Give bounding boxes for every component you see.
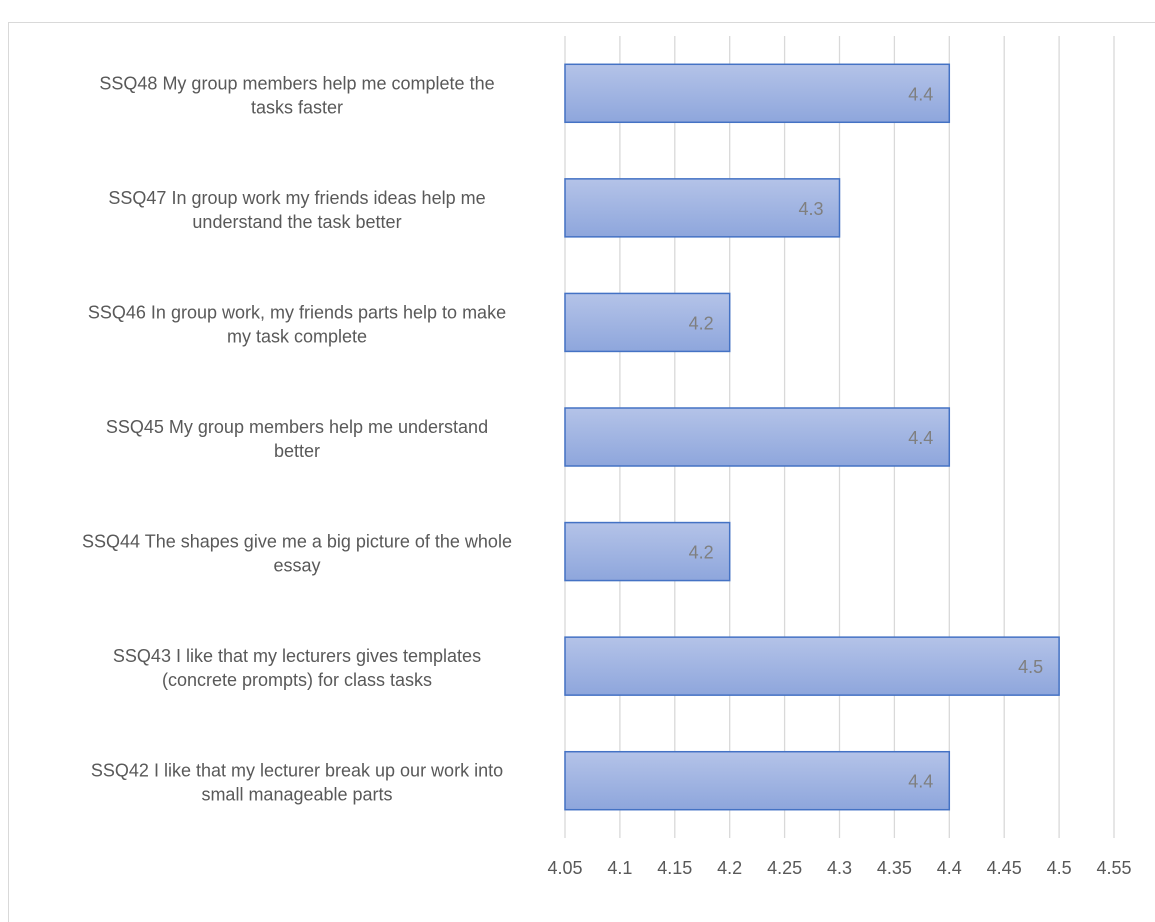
category-label: SSQ48 My group members help me complete … (99, 73, 494, 117)
category-label-line: SSQ46 In group work, my friends parts he… (88, 302, 506, 322)
category-label-line: better (274, 441, 320, 461)
category-label-line: SSQ48 My group members help me complete … (99, 73, 494, 93)
category-label: SSQ43 I like that my lecturers gives tem… (113, 646, 481, 690)
x-tick-label: 4.5 (1047, 858, 1072, 878)
x-tick-label: 4.35 (877, 858, 912, 878)
category-label-line: SSQ45 My group members help me understan… (106, 417, 488, 437)
data-label: 4.3 (798, 199, 823, 219)
x-axis-tick-labels: 4.05 4.1 4.15 4.2 4.25 4.3 4.35 4.4 4.45 4.5 4.55 (547, 858, 1131, 878)
category-label: SSQ45 My group members help me understan… (106, 417, 488, 461)
category-label-line: (concrete prompts) for class tasks (162, 670, 432, 690)
data-label: 4.4 (908, 772, 933, 792)
x-tick-label: 4.25 (767, 858, 802, 878)
category-label-line: small manageable parts (201, 785, 392, 805)
bar (564, 521, 731, 582)
category-label-line: SSQ47 In group work my friends ideas hel… (108, 188, 485, 208)
x-tick-label: 4.2 (717, 858, 742, 878)
bar (564, 636, 1060, 696)
category-label: SSQ46 In group work, my friends parts he… (88, 302, 506, 346)
category-label-line: my task complete (227, 326, 367, 346)
category-label-line: SSQ42 I like that my lecturer break up o… (91, 761, 503, 781)
data-label: 4.2 (689, 313, 714, 333)
category-label-line: SSQ44 The shapes give me a big picture o… (82, 532, 512, 552)
x-tick-label: 4.4 (937, 858, 962, 878)
category-labels: SSQ48 My group members help me complete … (82, 73, 512, 804)
x-tick-label: 4.3 (827, 858, 852, 878)
data-label: 4.5 (1018, 657, 1043, 677)
category-label-line: understand the task better (192, 212, 401, 232)
x-tick-label: 4.1 (607, 858, 632, 878)
bar (564, 292, 731, 353)
bar (564, 63, 951, 124)
data-label: 4.4 (908, 84, 933, 104)
bars (564, 63, 1060, 811)
category-label-line: essay (273, 556, 320, 576)
data-labels: 4.4 4.3 4.2 4.4 4.2 4.5 4.4 (689, 84, 1043, 791)
x-tick-label: 4.55 (1096, 858, 1131, 878)
bar (564, 178, 841, 238)
category-label-line: SSQ43 I like that my lecturers gives tem… (113, 646, 481, 666)
data-label: 4.4 (908, 428, 933, 448)
bar (564, 750, 951, 811)
category-label-line: tasks faster (251, 97, 343, 117)
x-tick-label: 4.45 (987, 858, 1022, 878)
x-tick-label: 4.05 (547, 858, 582, 878)
chart-border (8, 22, 1155, 922)
x-tick-label: 4.15 (657, 858, 692, 878)
category-label: SSQ42 I like that my lecturer break up o… (91, 761, 503, 805)
data-label: 4.2 (689, 543, 714, 563)
category-label: SSQ44 The shapes give me a big picture o… (82, 532, 512, 576)
bar (564, 407, 951, 467)
category-label: SSQ47 In group work my friends ideas hel… (108, 188, 485, 232)
